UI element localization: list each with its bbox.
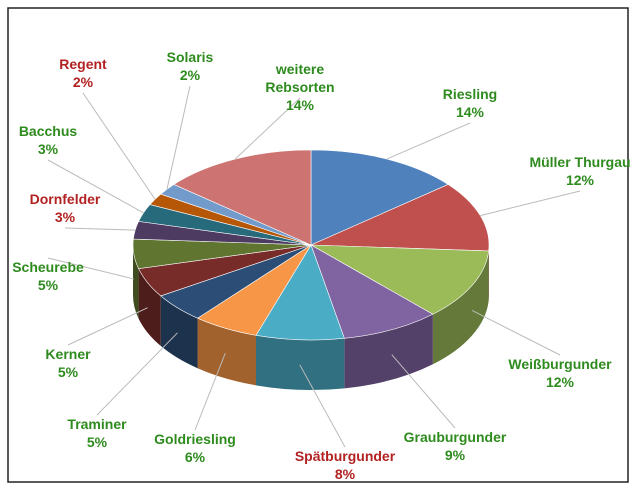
value-label: 12%	[545, 374, 575, 390]
category-label: Scheurebe	[12, 259, 84, 275]
pie-side	[138, 268, 161, 346]
leader-line	[67, 307, 148, 346]
value-label: 6%	[184, 449, 206, 465]
slice-label: Regent 2%	[48, 55, 118, 91]
leader-line	[480, 190, 581, 217]
pie-slice	[310, 244, 434, 339]
slice-label: Spätburgunder 8%	[280, 447, 410, 483]
pie-slice	[173, 149, 312, 246]
value-label: 14%	[285, 97, 315, 113]
pie-side	[432, 250, 489, 365]
pie-side	[344, 314, 433, 389]
value-label: 14%	[455, 104, 485, 120]
category-label: Solaris	[166, 49, 214, 65]
leader-line	[47, 159, 144, 214]
value-label: 8%	[334, 466, 356, 482]
leader-line	[234, 97, 301, 160]
slice-label: Goldriesling 6%	[140, 430, 250, 466]
pie-side	[255, 335, 345, 391]
value-label: 2%	[179, 67, 201, 83]
pie-slice	[310, 244, 489, 315]
slice-label: Traminer 5%	[52, 415, 142, 451]
slice-label: Weißburgunder 12%	[495, 355, 625, 391]
category-label: Traminer	[67, 416, 127, 432]
pie-slice	[255, 244, 345, 341]
leader-line	[96, 332, 178, 416]
value-label: 2%	[72, 74, 94, 90]
value-label: 5%	[37, 277, 59, 293]
pie-slice	[310, 149, 449, 246]
leader-line	[386, 122, 471, 160]
value-label: 5%	[86, 434, 108, 450]
leader-line	[47, 257, 134, 280]
pie-side	[133, 245, 139, 319]
slice-label: weitere Rebsorten 14%	[255, 60, 345, 114]
value-label: 3%	[54, 209, 76, 225]
category-label: weitere Rebsorten	[265, 61, 335, 95]
slice-label: Müller Thurgau 12%	[515, 153, 639, 189]
category-label: Dornfelder	[29, 191, 101, 207]
category-label: Weißburgunder	[508, 356, 612, 372]
slice-label: Grauburgunder 9%	[395, 428, 515, 464]
category-label: Regent	[59, 56, 107, 72]
category-label: Kerner	[45, 346, 91, 362]
leader-line	[82, 92, 156, 200]
slice-label: Scheurebe 5%	[0, 258, 98, 294]
slice-label: Solaris 2%	[155, 48, 225, 84]
leader-line	[391, 354, 456, 429]
leader-line	[194, 353, 226, 431]
value-label: 5%	[57, 364, 79, 380]
pie-side	[197, 318, 256, 386]
value-label: 9%	[444, 447, 466, 463]
category-label: Goldriesling	[154, 431, 236, 447]
leader-line	[166, 85, 191, 190]
category-label: Grauburgunder	[403, 429, 507, 445]
slice-label: Riesling 14%	[430, 85, 510, 121]
category-label: Müller Thurgau	[529, 154, 631, 170]
slice-label: Kerner 5%	[28, 345, 108, 381]
leader-line	[299, 364, 346, 448]
leader-line	[64, 227, 136, 231]
category-label: Riesling	[442, 86, 498, 102]
leader-line	[471, 310, 561, 356]
slice-label: Bacchus 3%	[3, 122, 93, 158]
category-label: Spätburgunder	[294, 448, 396, 464]
value-label: 12%	[565, 172, 595, 188]
category-label: Bacchus	[18, 123, 78, 139]
pie-slice	[310, 184, 490, 252]
slice-label: Dornfelder 3%	[15, 190, 115, 226]
value-label: 3%	[37, 141, 59, 157]
